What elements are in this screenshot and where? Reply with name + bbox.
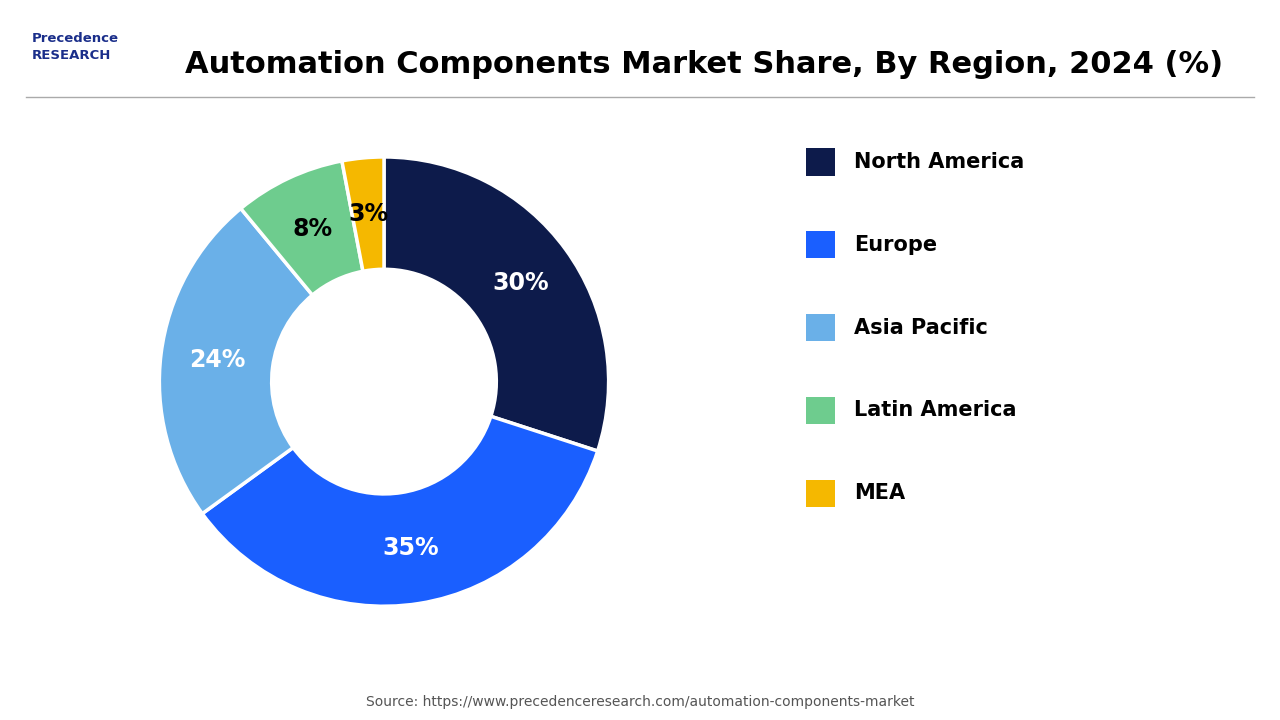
Text: 30%: 30% <box>492 271 549 294</box>
Text: North America: North America <box>854 152 1024 172</box>
Text: Europe: Europe <box>854 235 937 255</box>
Text: 24%: 24% <box>188 348 244 372</box>
Text: Automation Components Market Share, By Region, 2024 (%): Automation Components Market Share, By R… <box>184 50 1224 79</box>
Wedge shape <box>342 157 384 271</box>
Text: Latin America: Latin America <box>854 400 1016 420</box>
Text: 8%: 8% <box>292 217 333 241</box>
Wedge shape <box>384 157 608 451</box>
Text: Asia Pacific: Asia Pacific <box>854 318 988 338</box>
Wedge shape <box>202 416 598 606</box>
Text: MEA: MEA <box>854 483 905 503</box>
Wedge shape <box>241 161 364 295</box>
Wedge shape <box>160 209 312 513</box>
Text: 35%: 35% <box>381 536 439 560</box>
Text: 3%: 3% <box>348 202 388 226</box>
Text: Precedence
RESEARCH: Precedence RESEARCH <box>32 32 119 63</box>
Text: Source: https://www.precedenceresearch.com/automation-components-market: Source: https://www.precedenceresearch.c… <box>366 696 914 709</box>
